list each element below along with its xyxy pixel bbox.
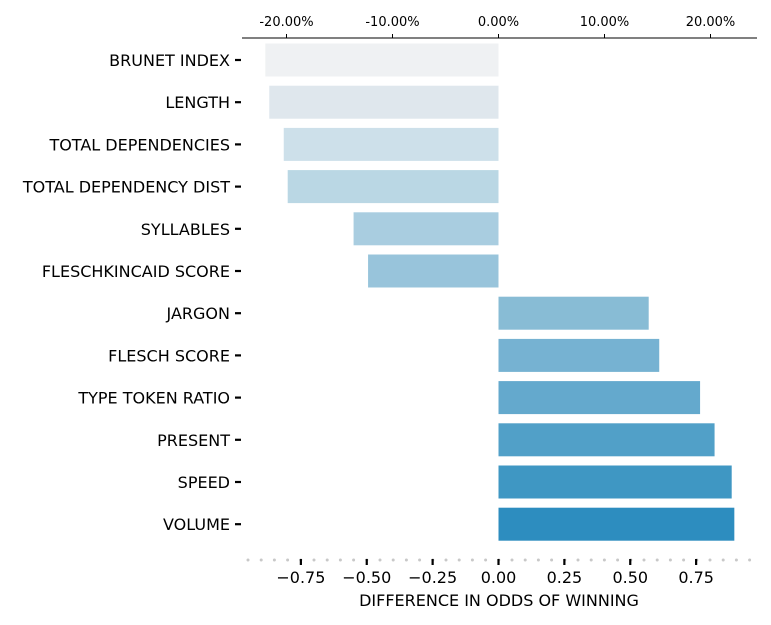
top-tick-label: 20.00% xyxy=(686,15,736,30)
bar xyxy=(498,338,660,372)
top-tick-label: -20.00% xyxy=(259,15,313,30)
bar xyxy=(498,381,701,415)
bars-group xyxy=(265,43,735,541)
category-label: TOTAL DEPENDENCY DIST xyxy=(22,178,230,197)
x-tick-label: −0.75 xyxy=(276,568,325,587)
category-labels: BRUNET INDEX LENGTH TOTAL DEPENDENCIES TOTA… xyxy=(22,51,241,534)
bar xyxy=(498,296,649,330)
category-label: TOTAL DEPENDENCIES xyxy=(48,135,230,154)
bar xyxy=(498,423,715,457)
top-percent-axis: -20.00% -10.00% 0.00% 10.00% 20.00% xyxy=(242,15,757,39)
bar xyxy=(269,85,499,119)
category-label: BRUNET INDEX xyxy=(109,51,230,70)
category-label: LENGTH xyxy=(165,93,230,112)
category-label: VOLUME xyxy=(163,515,230,534)
x-axis-title: DIFFERENCE IN ODDS OF WINNING xyxy=(359,591,639,610)
x-tick-label: −0.25 xyxy=(408,568,457,587)
bar xyxy=(498,507,735,541)
x-tick-label: −0.50 xyxy=(342,568,391,587)
bar xyxy=(368,254,499,288)
category-label: SYLLABLES xyxy=(141,220,230,239)
top-tick-label: -10.00% xyxy=(365,15,419,30)
category-label: SPEED xyxy=(178,473,230,492)
x-tick-label: 0.00 xyxy=(481,568,517,587)
top-tick-label: 0.00% xyxy=(478,15,519,30)
category-label: FLESCH SCORE xyxy=(108,346,230,365)
bar xyxy=(265,43,499,77)
bar xyxy=(287,170,499,204)
bar xyxy=(498,465,732,499)
bar xyxy=(353,212,499,246)
top-tick-label: 10.00% xyxy=(580,15,630,30)
category-label: FLESCHKINCAID SCORE xyxy=(42,262,230,281)
x-tick-label: 0.50 xyxy=(612,568,648,587)
category-label: JARGON xyxy=(166,304,230,323)
category-label: TYPE TOKEN RATIO xyxy=(77,389,230,408)
category-label: PRESENT xyxy=(157,431,230,450)
x-tick-label: 0.75 xyxy=(678,568,714,587)
bar xyxy=(283,127,499,161)
bottom-axis: −0.75 −0.50 −0.25 0.00 0.25 0.50 0.75 xyxy=(246,558,759,587)
x-tick-label: 0.25 xyxy=(547,568,583,587)
